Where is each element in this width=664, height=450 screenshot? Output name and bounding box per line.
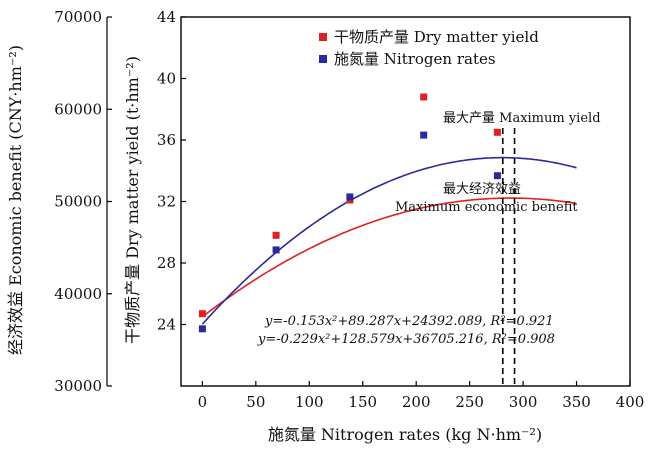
left-tick-label: 70000	[54, 8, 102, 26]
x-tick-label: 250	[455, 393, 484, 411]
data-point-series1	[346, 193, 354, 201]
left-tick-label: 40000	[54, 285, 102, 303]
right-axis-title: 干物质产量 Dry matter yield (t·hm⁻²)	[123, 56, 142, 344]
data-point-series1	[420, 131, 428, 139]
left-tick-label: 60000	[54, 100, 102, 118]
left-axis-title: 经济效益 Economic benefit (CNY·hm⁻²)	[6, 45, 25, 355]
legend-marker-nitrogen	[319, 55, 327, 63]
right-tick-label: 44	[157, 8, 176, 26]
left-axis-ticks: 30000 40000 50000 60000 70000	[54, 8, 112, 395]
data-point-series1	[272, 246, 280, 254]
right-tick-label: 40	[157, 70, 176, 88]
data-point-series0	[493, 128, 501, 136]
x-tick-label: 350	[562, 393, 591, 411]
right-tick-label: 36	[157, 131, 176, 149]
fit-curve-0	[201, 197, 577, 318]
max-lines	[501, 128, 516, 386]
data-point-series1	[493, 172, 501, 180]
legend-label-nitrogen: 施氮量 Nitrogen rates	[334, 50, 496, 68]
x-tick-label: 300	[509, 393, 538, 411]
max-benefit-label: 最大经济效益	[443, 182, 521, 197]
data-points	[198, 93, 501, 333]
data-point-series0	[272, 231, 280, 239]
legend: 干物质产量 Dry matter yield 施氮量 Nitrogen rate…	[319, 28, 539, 68]
legend-marker-yield	[319, 33, 327, 41]
right-tick-label: 28	[157, 254, 176, 272]
left-tick-label: 30000	[54, 377, 102, 395]
x-tick-label: 400	[616, 393, 645, 411]
x-tick-label: 50	[246, 393, 265, 411]
data-point-series0	[420, 93, 428, 101]
x-tick-label: 100	[295, 393, 324, 411]
legend-label-yield: 干物质产量 Dry matter yield	[334, 28, 539, 46]
x-axis-title: 施氮量 Nitrogen rates (kg N·hm⁻²)	[268, 425, 542, 444]
right-tick-label: 24	[157, 316, 176, 334]
equation-yield: y=-0.153x²+89.287x+24392.089, R²=0.921	[264, 314, 554, 329]
data-point-series1	[198, 325, 206, 333]
x-tick-label: 0	[198, 393, 208, 411]
x-tick-label: 150	[348, 393, 377, 411]
left-tick-label: 50000	[54, 193, 102, 211]
max-benefit-sublabel: Maximum economic benefit	[395, 200, 578, 215]
right-axis-ticks: 24 28 32 36 40 44	[157, 8, 186, 334]
equation-benefit: y=-0.229x²+128.579x+36705.216, R²=0.908	[257, 332, 555, 347]
fit-curve-1	[201, 156, 577, 325]
max-yield-label: 最大产量 Maximum yield	[443, 111, 601, 126]
x-tick-label: 200	[402, 393, 431, 411]
data-point-series0	[198, 310, 206, 318]
x-axis-ticks: 0 50 100 150 200 250 300 350 400	[198, 381, 645, 411]
right-tick-label: 32	[157, 193, 176, 211]
